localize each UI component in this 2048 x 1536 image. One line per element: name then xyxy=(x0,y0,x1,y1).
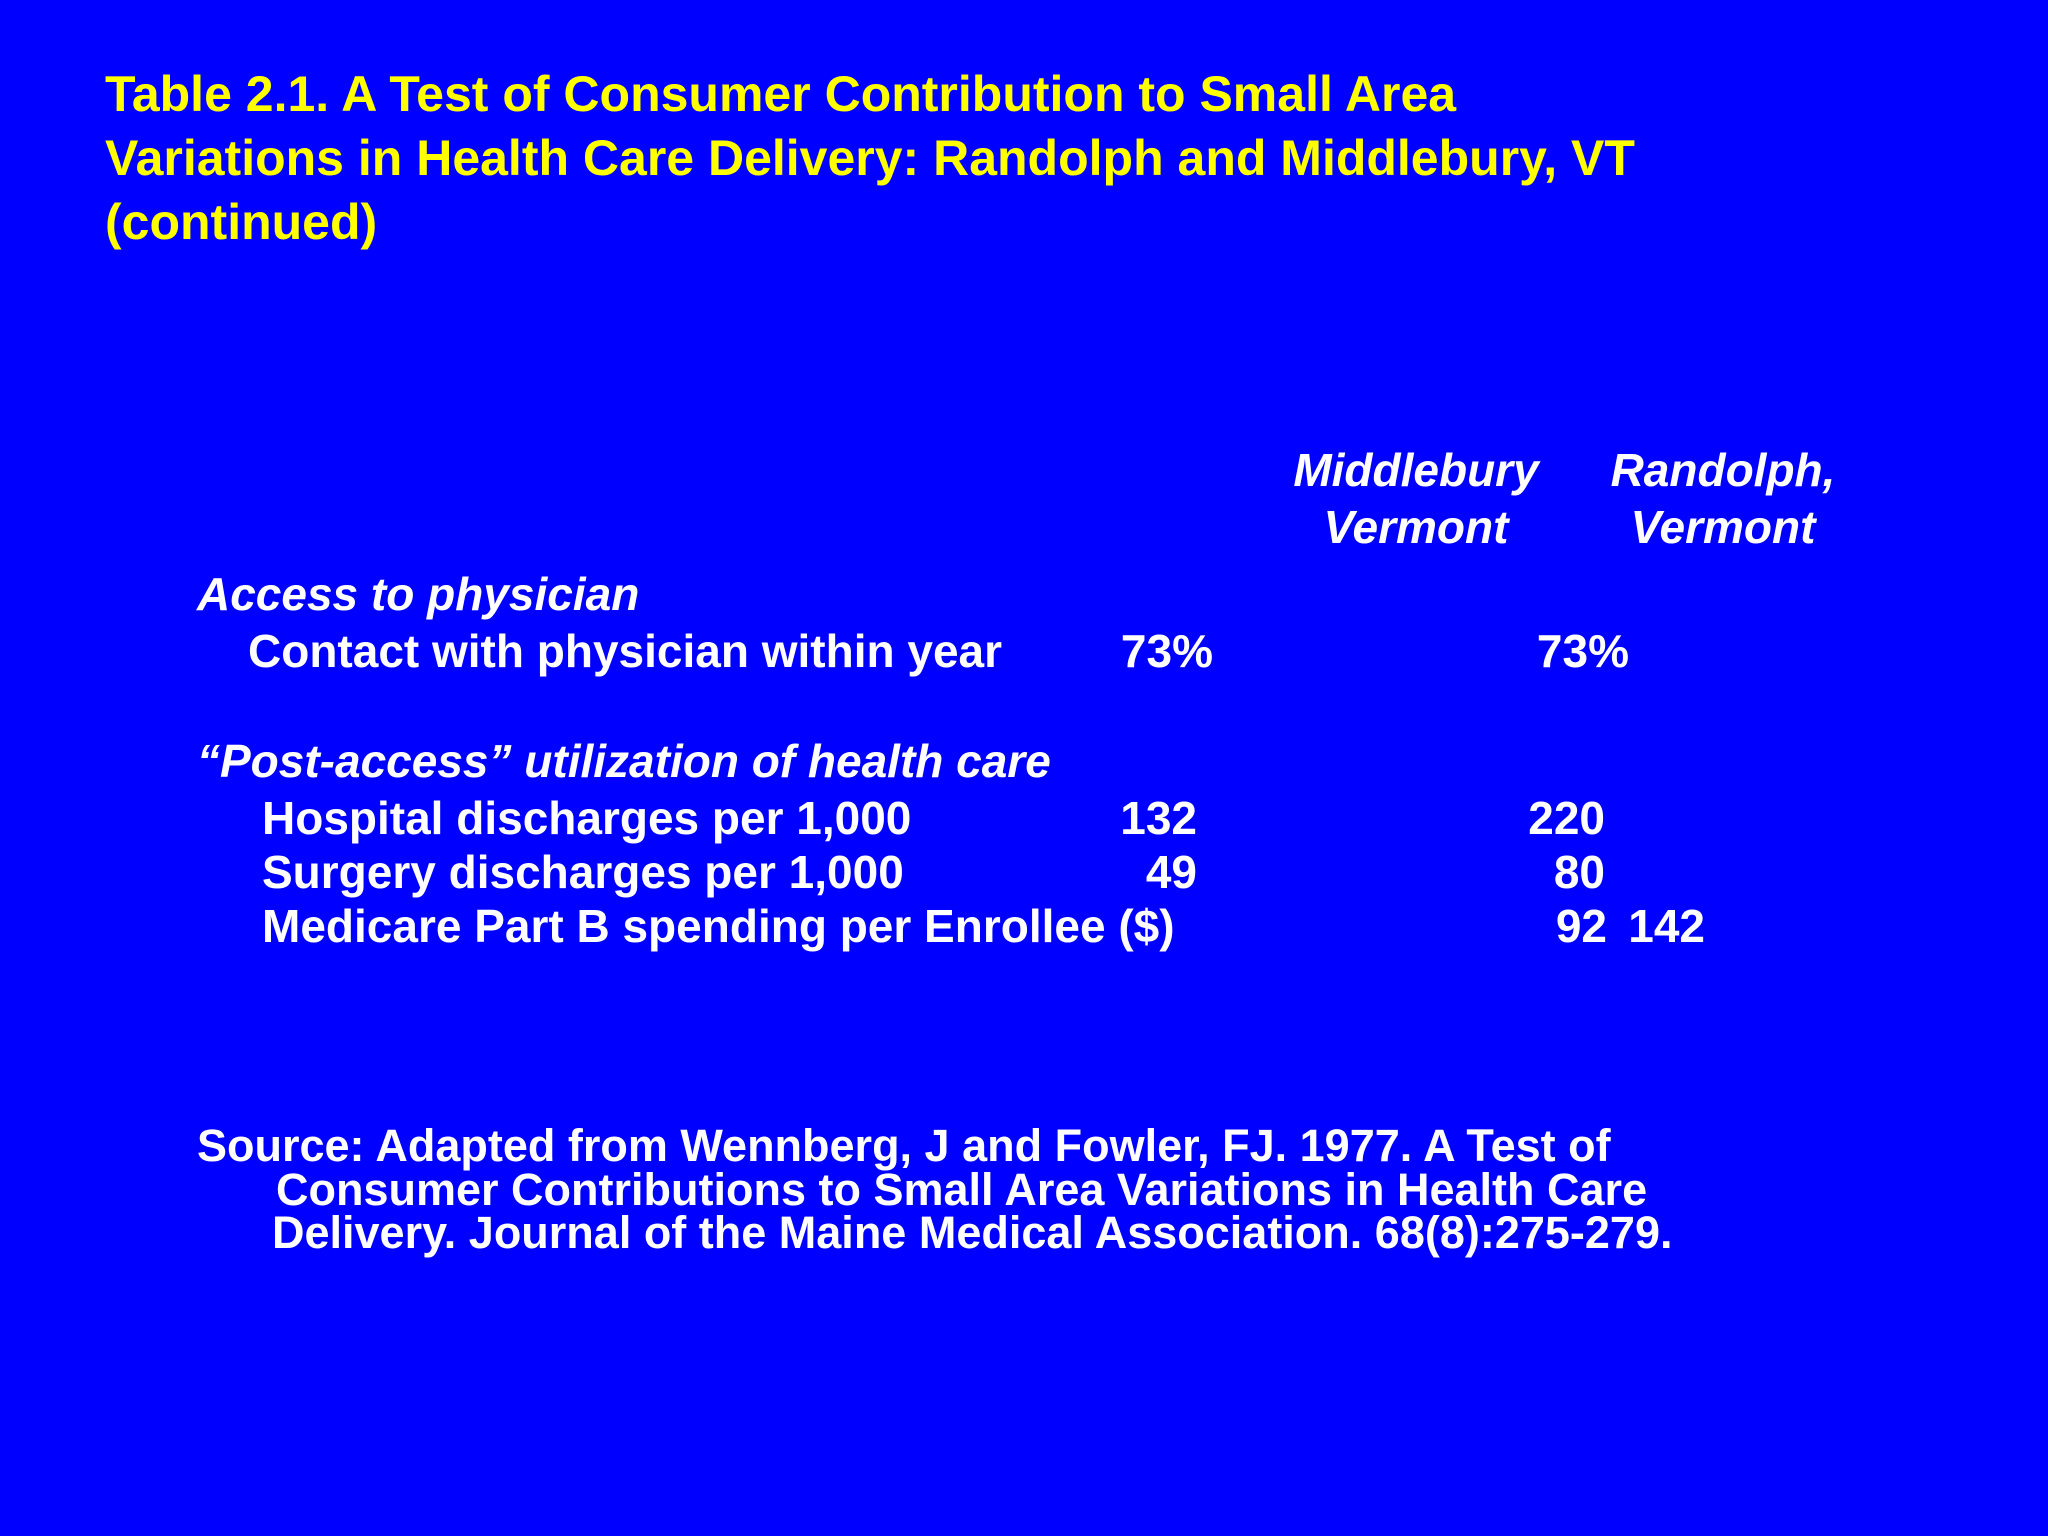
value-randolph: 80 xyxy=(1553,846,1605,898)
value-middlebury: 92 xyxy=(1555,900,1607,952)
value-middlebury: 73% xyxy=(1120,625,1213,677)
value-randolph: 142 xyxy=(1628,900,1705,952)
column-header-randolph: Randolph, Vermont xyxy=(1553,442,1893,556)
column-header-line: Middlebury xyxy=(1293,444,1539,496)
section-heading-post-access: “Post-access” utilization of health care xyxy=(197,735,1051,787)
column-header-line: Vermont xyxy=(1323,501,1509,553)
value-randolph: 220 xyxy=(1528,792,1605,844)
table-row-surgery: Surgery discharges per 1,000 49 80 xyxy=(0,844,2048,901)
value-middlebury: 49 xyxy=(1145,846,1197,898)
table-row-hospital: Hospital discharges per 1,000 132 220 xyxy=(0,790,2048,847)
table-row-medicare: Medicare Part B spending per Enrollee ($… xyxy=(0,898,2048,955)
table-row-contact: Contact with physician within year 73% 7… xyxy=(0,623,2048,680)
value-middlebury: 132 xyxy=(1120,792,1197,844)
title-line: (continued) xyxy=(105,194,378,250)
column-header-middlebury: Middlebury Vermont xyxy=(1246,442,1586,556)
column-header-line: Randolph, xyxy=(1610,444,1836,496)
source-line: Delivery. Journal of the Maine Medical A… xyxy=(272,1207,1673,1258)
page-title: Table 2.1. A Test of Consumer Contributi… xyxy=(105,62,1955,254)
source-line: Consumer Contributions to Small Area Var… xyxy=(276,1164,1648,1215)
column-header-line: Vermont xyxy=(1630,501,1816,553)
row-label: Hospital discharges per 1,000 xyxy=(262,792,912,844)
title-line: Variations in Health Care Delivery: Rand… xyxy=(105,130,1635,186)
source-line: Source: Adapted from Wennberg, J and Fow… xyxy=(197,1120,1611,1171)
row-label: Surgery discharges per 1,000 xyxy=(262,846,904,898)
value-randolph: 73% xyxy=(1536,625,1629,677)
title-line: Table 2.1. A Test of Consumer Contributi… xyxy=(105,66,1457,122)
section-heading-access: Access to physician xyxy=(197,568,640,620)
row-label: Contact with physician within year xyxy=(248,625,1003,677)
row-label: Medicare Part B spending per Enrollee ($… xyxy=(262,900,1175,952)
